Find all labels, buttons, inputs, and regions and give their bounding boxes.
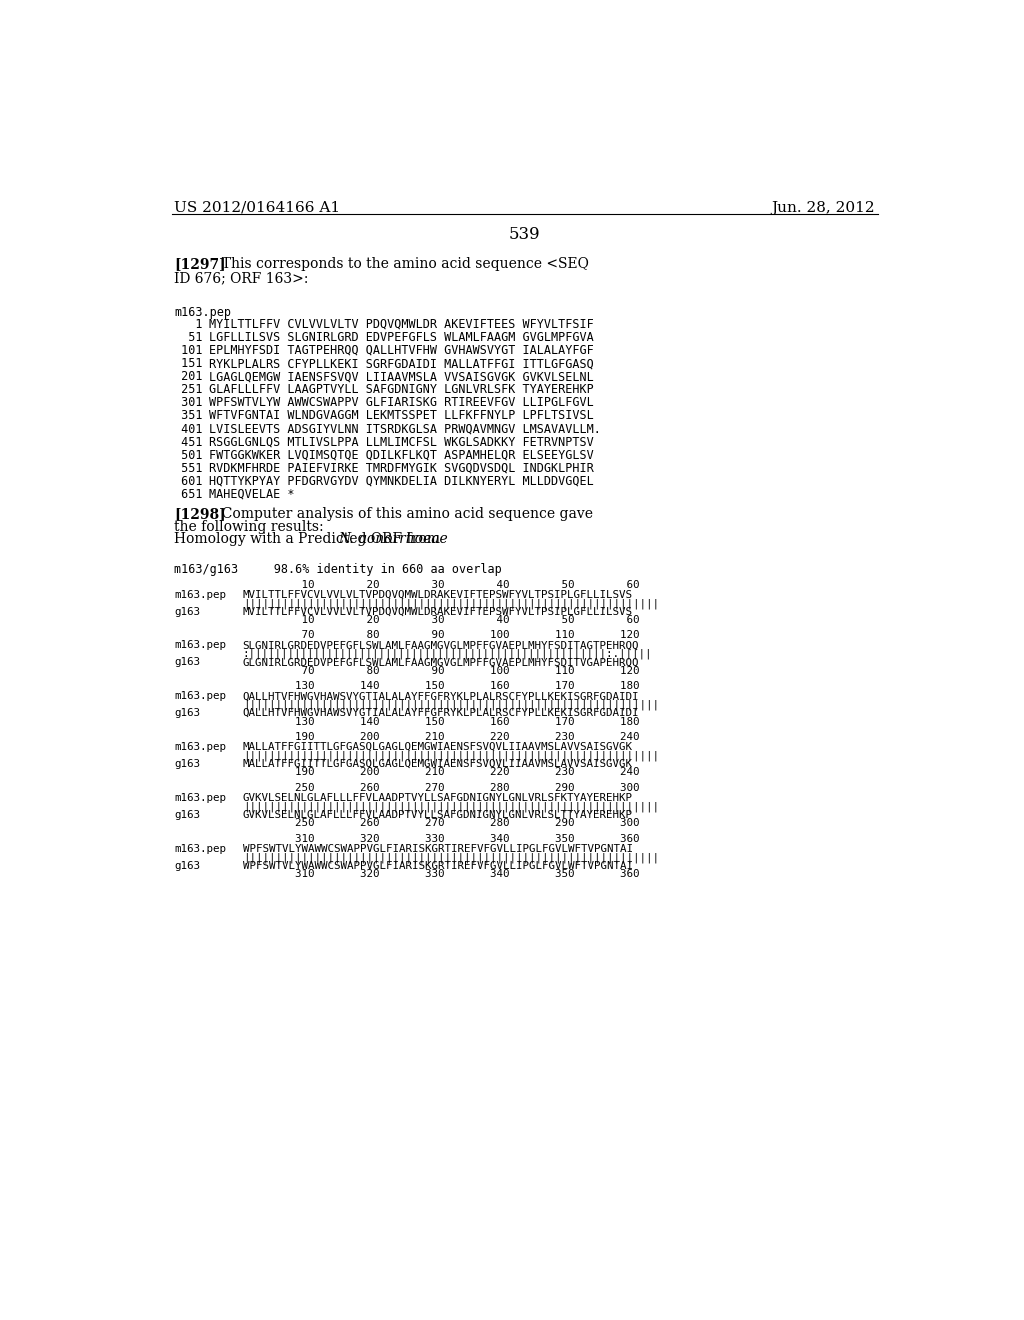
Text: 651: 651 bbox=[174, 488, 203, 502]
Text: 1: 1 bbox=[174, 318, 203, 331]
Text: [1297]: [1297] bbox=[174, 257, 226, 271]
Text: the following results:: the following results: bbox=[174, 520, 325, 533]
Text: m163.pep: m163.pep bbox=[174, 742, 226, 752]
Text: ||||||||||||||||||||||||||||||||||||||||||||||||||||||||||||||||: ||||||||||||||||||||||||||||||||||||||||… bbox=[243, 853, 658, 863]
Text: g163: g163 bbox=[174, 759, 201, 770]
Text: [1298]: [1298] bbox=[174, 507, 226, 521]
Text: 51: 51 bbox=[174, 331, 203, 345]
Text: 351: 351 bbox=[174, 409, 203, 422]
Text: 250       260       270       280       290       300: 250 260 270 280 290 300 bbox=[243, 783, 639, 793]
Text: N. gonorrhoeae: N. gonorrhoeae bbox=[339, 532, 449, 546]
Text: 130       140       150       160       170       180: 130 140 150 160 170 180 bbox=[243, 681, 639, 692]
Text: 101: 101 bbox=[174, 345, 203, 356]
Text: US 2012/0164166 A1: US 2012/0164166 A1 bbox=[174, 201, 341, 215]
Text: GVKVLSELNLGLAFLLLFFVLAADPTVYLLSAFGDNIGNYLGNLVRLSFKTYAYEREHKP: GVKVLSELNLGLAFLLLFFVLAADPTVYLLSAFGDNIGNY… bbox=[243, 793, 633, 803]
Text: WPFSWTVLYWAWWCSWAPPVGLFIARISKGRTIREFVFGVLLIPGLFGVLWFTVPGNTAI: WPFSWTVLYWAWWCSWAPPVGLFIARISKGRTIREFVFGV… bbox=[243, 843, 633, 854]
Text: ||||||||||||||||||||||||||||||||||||||||||||||||||||||||||||||||: ||||||||||||||||||||||||||||||||||||||||… bbox=[243, 700, 658, 710]
Text: 151: 151 bbox=[174, 358, 203, 370]
Text: 130       140       150       160       170       180: 130 140 150 160 170 180 bbox=[243, 717, 639, 726]
Text: 201: 201 bbox=[174, 370, 203, 383]
Text: WFTVFGNTAI WLNDGVAGGM LEKMTSSPET LLFKFFNYLP LPFLTSIVSL: WFTVFGNTAI WLNDGVAGGM LEKMTSSPET LLFKFFN… bbox=[209, 409, 594, 422]
Text: ||||||||||||||||||||||||||||||||||||||||||||||||||||||||||||||||: ||||||||||||||||||||||||||||||||||||||||… bbox=[243, 801, 658, 812]
Text: GVKVLSELNLGLAFLLLFFVLAADPTVYLLSAFGDNIGNYLGNLVRLSLTTYAYEREHKP: GVKVLSELNLGLAFLLLFFVLAADPTVYLLSAFGDNIGNY… bbox=[243, 810, 633, 820]
Text: HQTTYKPYAY PFDGRVGYDV QYMNKDELIA DILKNYERYL MLLDDVGQEL: HQTTYKPYAY PFDGRVGYDV QYMNKDELIA DILKNYE… bbox=[209, 475, 594, 488]
Text: m163.pep: m163.pep bbox=[174, 692, 226, 701]
Text: 501: 501 bbox=[174, 449, 203, 462]
Text: 10        20        30        40        50        60: 10 20 30 40 50 60 bbox=[243, 579, 639, 590]
Text: RYKLPLALRS CFYPLLKEKI SGRFGDAIDI MALLATFFGI ITTLGFGASQ: RYKLPLALRS CFYPLLKEKI SGRFGDAIDI MALLATF… bbox=[209, 358, 594, 370]
Text: 601: 601 bbox=[174, 475, 203, 488]
Text: ||||||||||||||||||||||||||||||||||||||||||||||||||||||||||||||||: ||||||||||||||||||||||||||||||||||||||||… bbox=[243, 598, 658, 609]
Text: 301: 301 bbox=[174, 396, 203, 409]
Text: Jun. 28, 2012: Jun. 28, 2012 bbox=[771, 201, 876, 215]
Text: g163: g163 bbox=[174, 607, 201, 616]
Text: 310       320       330       340       350       360: 310 320 330 340 350 360 bbox=[243, 834, 639, 843]
Text: RVDKMFHRDE PAIEFVIRKE TMRDFMYGIK SVGQDVSDQL INDGKLPHIR: RVDKMFHRDE PAIEFVIRKE TMRDFMYGIK SVGQDVS… bbox=[209, 462, 594, 475]
Text: g163: g163 bbox=[174, 810, 201, 820]
Text: GLAFLLLFFV LAAGPTVYLL SAFGDNIGNY LGNLVRLSFK TYAYEREHKP: GLAFLLLFFV LAAGPTVYLL SAFGDNIGNY LGNLVRL… bbox=[209, 383, 594, 396]
Text: 401: 401 bbox=[174, 422, 203, 436]
Text: RSGGLGNLQS MTLIVSLPPA LLMLIMCFSL WKGLSADKKY FETRVNPTSV: RSGGLGNLQS MTLIVSLPPA LLMLIMCFSL WKGLSAD… bbox=[209, 436, 594, 449]
Text: 70        80        90       100       110       120: 70 80 90 100 110 120 bbox=[243, 631, 639, 640]
Text: ||||||||||||||||||||||||||||||||||||||||||||||||||||||||||||||||: ||||||||||||||||||||||||||||||||||||||||… bbox=[243, 751, 658, 762]
Text: GLGNIRLGRDEDVPEFGFLSWLAMLFAAGMGVGLMPFFGVAEPLMHYFSDITVGAPEHRQQ: GLGNIRLGRDEDVPEFGFLSWLAMLFAAGMGVGLMPFFGV… bbox=[243, 657, 639, 668]
Text: 250       260       270       280       290       300: 250 260 270 280 290 300 bbox=[243, 818, 639, 828]
Text: m163.pep: m163.pep bbox=[174, 793, 226, 803]
Text: FWTGGKWKER LVQIMSQTQE QDILKFLKQT ASPAMHELQR ELSEEYGLSV: FWTGGKWKER LVQIMSQTQE QDILKFLKQT ASPAMHE… bbox=[209, 449, 594, 462]
Text: MVILTTLFFVCVLVVLVLTVPDQVQMWLDRAKEVIFTEPSWFYVLTPSIPLGFLLILSVS: MVILTTLFFVCVLVVLVLTVPDQVQMWLDRAKEVIFTEPS… bbox=[243, 590, 633, 599]
Text: Computer analysis of this amino acid sequence gave: Computer analysis of this amino acid seq… bbox=[213, 507, 593, 521]
Text: LGAGLQEMGW IAENSFSVQV LIIAAVMSLA VVSAISGVGK GVKVLSELNL: LGAGLQEMGW IAENSFSVQV LIIAAVMSLA VVSAISG… bbox=[209, 370, 594, 383]
Text: LVISLEEVTS ADSGIYVLNN ITSRDKGLSA PRWQAVMNGV LMSAVAVLLM.: LVISLEEVTS ADSGIYVLNN ITSRDKGLSA PRWQAVM… bbox=[209, 422, 601, 436]
Text: m163.pep: m163.pep bbox=[174, 306, 231, 319]
Text: Homology with a Predicted ORF from: Homology with a Predicted ORF from bbox=[174, 532, 444, 546]
Text: LGFLLILSVS SLGNIRLGRD EDVPEFGFLS WLAMLFAAGM GVGLMPFGVA: LGFLLILSVS SLGNIRLGRD EDVPEFGFLS WLAMLFA… bbox=[209, 331, 594, 345]
Text: This corresponds to the amino acid sequence <SEQ: This corresponds to the amino acid seque… bbox=[213, 257, 589, 271]
Text: MVILTTLFFVCVLVVLVLTVPDQVQMWLDRAKEVIFTEPSWFYVLTPSIPLGFLLILSVS: MVILTTLFFVCVLVVLVLTVPDQVQMWLDRAKEVIFTEPS… bbox=[243, 607, 633, 616]
Text: 251: 251 bbox=[174, 383, 203, 396]
Text: 190       200       210       220       230       240: 190 200 210 220 230 240 bbox=[243, 733, 639, 742]
Text: WPFSWTVLYW AWWCSWAPPV GLFIARISKG RTIREEVFGV LLIPGLFGVL: WPFSWTVLYW AWWCSWAPPV GLFIARISKG RTIREEV… bbox=[209, 396, 594, 409]
Text: 451: 451 bbox=[174, 436, 203, 449]
Text: 539: 539 bbox=[509, 226, 541, 243]
Text: MAHEQVELAE *: MAHEQVELAE * bbox=[209, 488, 295, 502]
Text: 310       320       330       340       350       360: 310 320 330 340 350 360 bbox=[243, 869, 639, 879]
Text: MALLATFFGIITTLGFGASQLGAGLQEMGWIAENSFSVQVLIIAAVMSLAVVSAISGVGK: MALLATFFGIITTLGFGASQLGAGLQEMGWIAENSFSVQV… bbox=[243, 759, 633, 770]
Text: g163: g163 bbox=[174, 708, 201, 718]
Text: ID 676; ORF 163>:: ID 676; ORF 163>: bbox=[174, 271, 309, 285]
Text: m163.pep: m163.pep bbox=[174, 843, 226, 854]
Text: m163.pep: m163.pep bbox=[174, 590, 226, 599]
Text: g163: g163 bbox=[174, 657, 201, 668]
Text: QALLHTVFHWGVHAWSVYGTIALALAYFFGFRYKLPLALRSCFYPLLKEKISGRFGDAIDI: QALLHTVFHWGVHAWSVYGTIALALAYFFGFRYKLPLALR… bbox=[243, 708, 639, 718]
Text: EPLMHYFSDI TAGTPEHRQQ QALLHTVFHW GVHAWSVYGT IALALAYFGF: EPLMHYFSDI TAGTPEHRQQ QALLHTVFHW GVHAWSV… bbox=[209, 345, 594, 356]
Text: g163: g163 bbox=[174, 861, 201, 871]
Text: WPFSWTVLYWAWWCSWAPPVGLFIARISKGRTIREFVFGVLLIPGLFGVLWFTVPGNTAI: WPFSWTVLYWAWWCSWAPPVGLFIARISKGRTIREFVFGV… bbox=[243, 861, 633, 871]
Text: m163.pep: m163.pep bbox=[174, 640, 226, 651]
Text: 551: 551 bbox=[174, 462, 203, 475]
Text: m163/g163     98.6% identity in 660 aa overlap: m163/g163 98.6% identity in 660 aa overl… bbox=[174, 562, 502, 576]
Text: MALLATFFGIITTLGFGASQLGAGLQEMGWIAENSFSVQVLIIAAVMSLAVVSAISGVGK: MALLATFFGIITTLGFGASQLGAGLQEMGWIAENSFSVQV… bbox=[243, 742, 633, 752]
Text: MYILTTLFFV CVLVVLVLTV PDQVQMWLDR AKEVIFTEES WFYVLTFSIF: MYILTTLFFV CVLVVLVLTV PDQVQMWLDR AKEVIFT… bbox=[209, 318, 594, 331]
Text: 190       200       210       220       230       240: 190 200 210 220 230 240 bbox=[243, 767, 639, 777]
Text: QALLHTVFHWGVHAWSVYGTIALALAYFFGFRYKLPLALRSCFYPLLKEKISGRFGDAIDI: QALLHTVFHWGVHAWSVYGTIALALAYFFGFRYKLPLALR… bbox=[243, 692, 639, 701]
Text: 10        20        30        40        50        60: 10 20 30 40 50 60 bbox=[243, 615, 639, 624]
Text: 70        80        90       100       110       120: 70 80 90 100 110 120 bbox=[243, 665, 639, 676]
Text: :|||||||||||||||||||||||||||||||||||||||||||||||||||||||:.|||||: :|||||||||||||||||||||||||||||||||||||||… bbox=[243, 649, 652, 660]
Text: SLGNIRLGRDEDVPEFGFLSWLAMLFAAGMGVGLMPFFGVAEPLMHYFSDITAGTPEHRQQ: SLGNIRLGRDEDVPEFGFLSWLAMLFAAGMGVGLMPFFGV… bbox=[243, 640, 639, 651]
